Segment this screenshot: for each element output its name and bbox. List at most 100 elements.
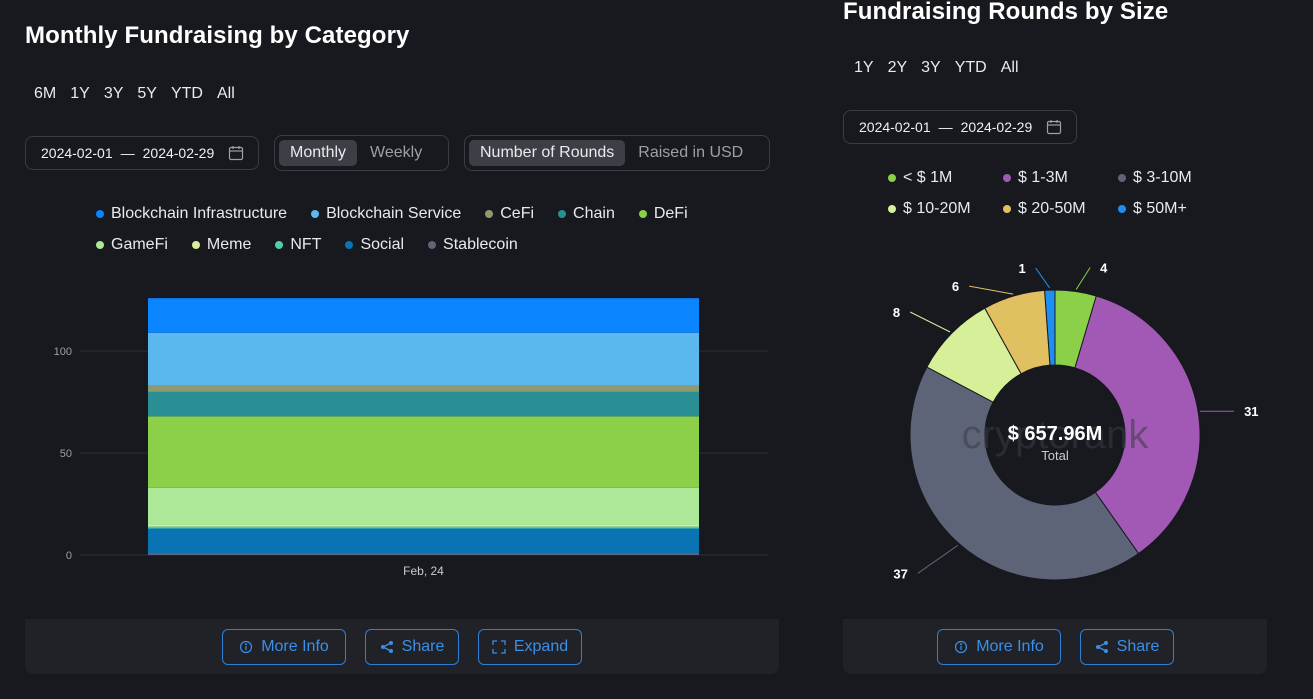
y-tick-label: 50 — [60, 448, 72, 460]
legend-label: Stablecoin — [443, 235, 518, 253]
range-3y-button[interactable]: 3Y — [921, 59, 941, 76]
more-info-label: More Info — [976, 638, 1044, 655]
donut-slice[interactable] — [1074, 295, 1201, 555]
legend-dot — [485, 209, 494, 218]
range-5y-button[interactable]: 5Y — [137, 85, 157, 102]
share-label: Share — [1116, 638, 1160, 655]
date-separator: — — [120, 145, 135, 161]
date-start: 2024-02-01 — [41, 145, 113, 161]
legend-dot — [1003, 204, 1011, 213]
center-total-value: $ 657.96M — [1008, 423, 1103, 445]
y-tick-label: 0 — [66, 550, 72, 562]
monthly-option[interactable]: Monthly — [279, 140, 358, 166]
legend-item-cefi[interactable]: CeFi — [485, 203, 534, 224]
donut-slice[interactable] — [909, 366, 1140, 581]
label-leader-line — [917, 544, 959, 574]
bar-segment-meme[interactable] — [148, 524, 699, 527]
left-panel-title: Monthly Fundraising by Category — [25, 22, 410, 49]
legend-item-20-50m[interactable]: $ 20-50M — [1003, 198, 1094, 219]
legend-item-1-3m[interactable]: $ 1-3M — [1003, 167, 1094, 188]
legend-label: CeFi — [500, 204, 535, 222]
bar-segment-social[interactable] — [148, 528, 699, 553]
expand-button[interactable]: Expand — [478, 629, 582, 665]
range-6m-button[interactable]: 6M — [34, 85, 57, 102]
legend-label: NFT — [290, 235, 322, 253]
share-label: Share — [401, 638, 445, 655]
share-icon — [380, 641, 393, 653]
legend-dot — [96, 240, 104, 249]
legend-item-blockchain-service[interactable]: Blockchain Service — [311, 203, 461, 224]
legend-label: $ 10-20M — [903, 199, 971, 217]
info-icon — [955, 640, 968, 654]
range-1y-button[interactable]: 1Y — [70, 85, 90, 102]
more-info-button[interactable]: More Info — [222, 629, 346, 665]
legend-item-stablecoin[interactable]: Stablecoin — [428, 234, 518, 255]
legend-dot — [1003, 173, 1011, 182]
range-all-button[interactable]: All — [1000, 59, 1019, 76]
slice-value-label: 1 — [1018, 261, 1025, 276]
range-all-button[interactable]: All — [216, 85, 235, 102]
range-3y-button[interactable]: 3Y — [103, 85, 124, 102]
legend-item-nft[interactable]: NFT — [275, 234, 321, 255]
slice-value-label: 37 — [893, 566, 907, 581]
share-button[interactable]: Share — [1080, 629, 1174, 665]
date-separator: — — [938, 119, 953, 135]
legend-item-defi[interactable]: DeFi — [638, 203, 688, 224]
info-icon — [240, 640, 253, 654]
share-button[interactable]: Share — [365, 629, 459, 665]
category-legend: Blockchain Infrastructure Blockchain Ser… — [96, 203, 756, 255]
range-ytd-button[interactable]: YTD — [954, 59, 987, 76]
stacked-bar-chart: 0 50 100 Feb, 24 — [54, 298, 768, 578]
bar-segment-nft[interactable] — [148, 526, 699, 529]
legend-item-50m-plus[interactable]: $ 50M+ — [1118, 198, 1209, 219]
legend-dot — [1118, 173, 1126, 182]
label-leader-line — [969, 285, 1014, 295]
left-range-selector: 6M 1Y 3Y 5Y YTD All — [27, 85, 242, 103]
expand-icon — [492, 640, 506, 654]
range-ytd-button[interactable]: YTD — [170, 85, 203, 102]
donut-slice[interactable] — [984, 289, 1051, 375]
slice-value-label: 6 — [952, 279, 959, 294]
right-date-range-picker[interactable]: 2024-02-01 — 2024-02-29 — [843, 110, 1077, 144]
legend-item-gamefi[interactable]: GameFi — [96, 234, 168, 255]
bar-segment-stablecoin[interactable] — [148, 552, 699, 555]
legend-label: Meme — [206, 235, 252, 253]
legend-dot — [638, 209, 647, 218]
legend-item-meme[interactable]: Meme — [191, 234, 252, 255]
size-legend: < $ 1M $ 1-3M $ 3-10M $ 10-20M $ 20-50M … — [888, 167, 1248, 219]
date-start: 2024-02-01 — [859, 119, 931, 135]
legend-label: Chain — [573, 204, 615, 222]
legend-item-3-10m[interactable]: $ 3-10M — [1118, 167, 1209, 188]
legend-dot — [1118, 204, 1126, 213]
slice-value-label: 4 — [1100, 261, 1108, 276]
right-range-selector: 1Y 2Y 3Y YTD All — [847, 59, 1026, 77]
watermark-text: cryptorank — [962, 413, 1150, 457]
label-leader-line — [1035, 267, 1051, 289]
legend-label: < $ 1M — [903, 168, 953, 186]
legend-item-social[interactable]: Social — [345, 234, 404, 255]
metric-toggle: Number of Rounds Raised in USD — [464, 135, 770, 171]
legend-dot — [888, 173, 896, 182]
weekly-option[interactable]: Weekly — [370, 144, 423, 161]
raised-in-usd-option[interactable]: Raised in USD — [638, 144, 744, 161]
legend-item-chain[interactable]: Chain — [558, 203, 615, 224]
range-2y-button[interactable]: 2Y — [887, 59, 908, 76]
legend-dot — [191, 240, 200, 249]
bar-segment-gamefi[interactable] — [148, 487, 699, 525]
bar-segment-blockchain-service[interactable] — [148, 332, 699, 386]
legend-item-10-20m[interactable]: $ 10-20M — [888, 198, 979, 219]
slice-value-label: 8 — [893, 305, 900, 320]
range-1y-button[interactable]: 1Y — [854, 59, 874, 76]
legend-dot — [311, 209, 320, 218]
legend-item-under-1m[interactable]: < $ 1M — [888, 167, 979, 188]
bar-segment-cefi[interactable] — [148, 385, 699, 392]
bar-segment-blockchain-infrastructure[interactable] — [148, 298, 699, 333]
legend-dot — [428, 240, 437, 249]
bar-segment-defi[interactable] — [148, 416, 699, 488]
more-info-button[interactable]: More Info — [937, 629, 1061, 665]
x-tick-label: Feb, 24 — [403, 564, 444, 578]
number-of-rounds-option[interactable]: Number of Rounds — [469, 140, 626, 166]
left-date-range-picker[interactable]: 2024-02-01 — 2024-02-29 — [25, 136, 259, 170]
bar-segment-chain[interactable] — [148, 391, 699, 417]
legend-item-blockchain-infrastructure[interactable]: Blockchain Infrastructure — [96, 203, 287, 224]
